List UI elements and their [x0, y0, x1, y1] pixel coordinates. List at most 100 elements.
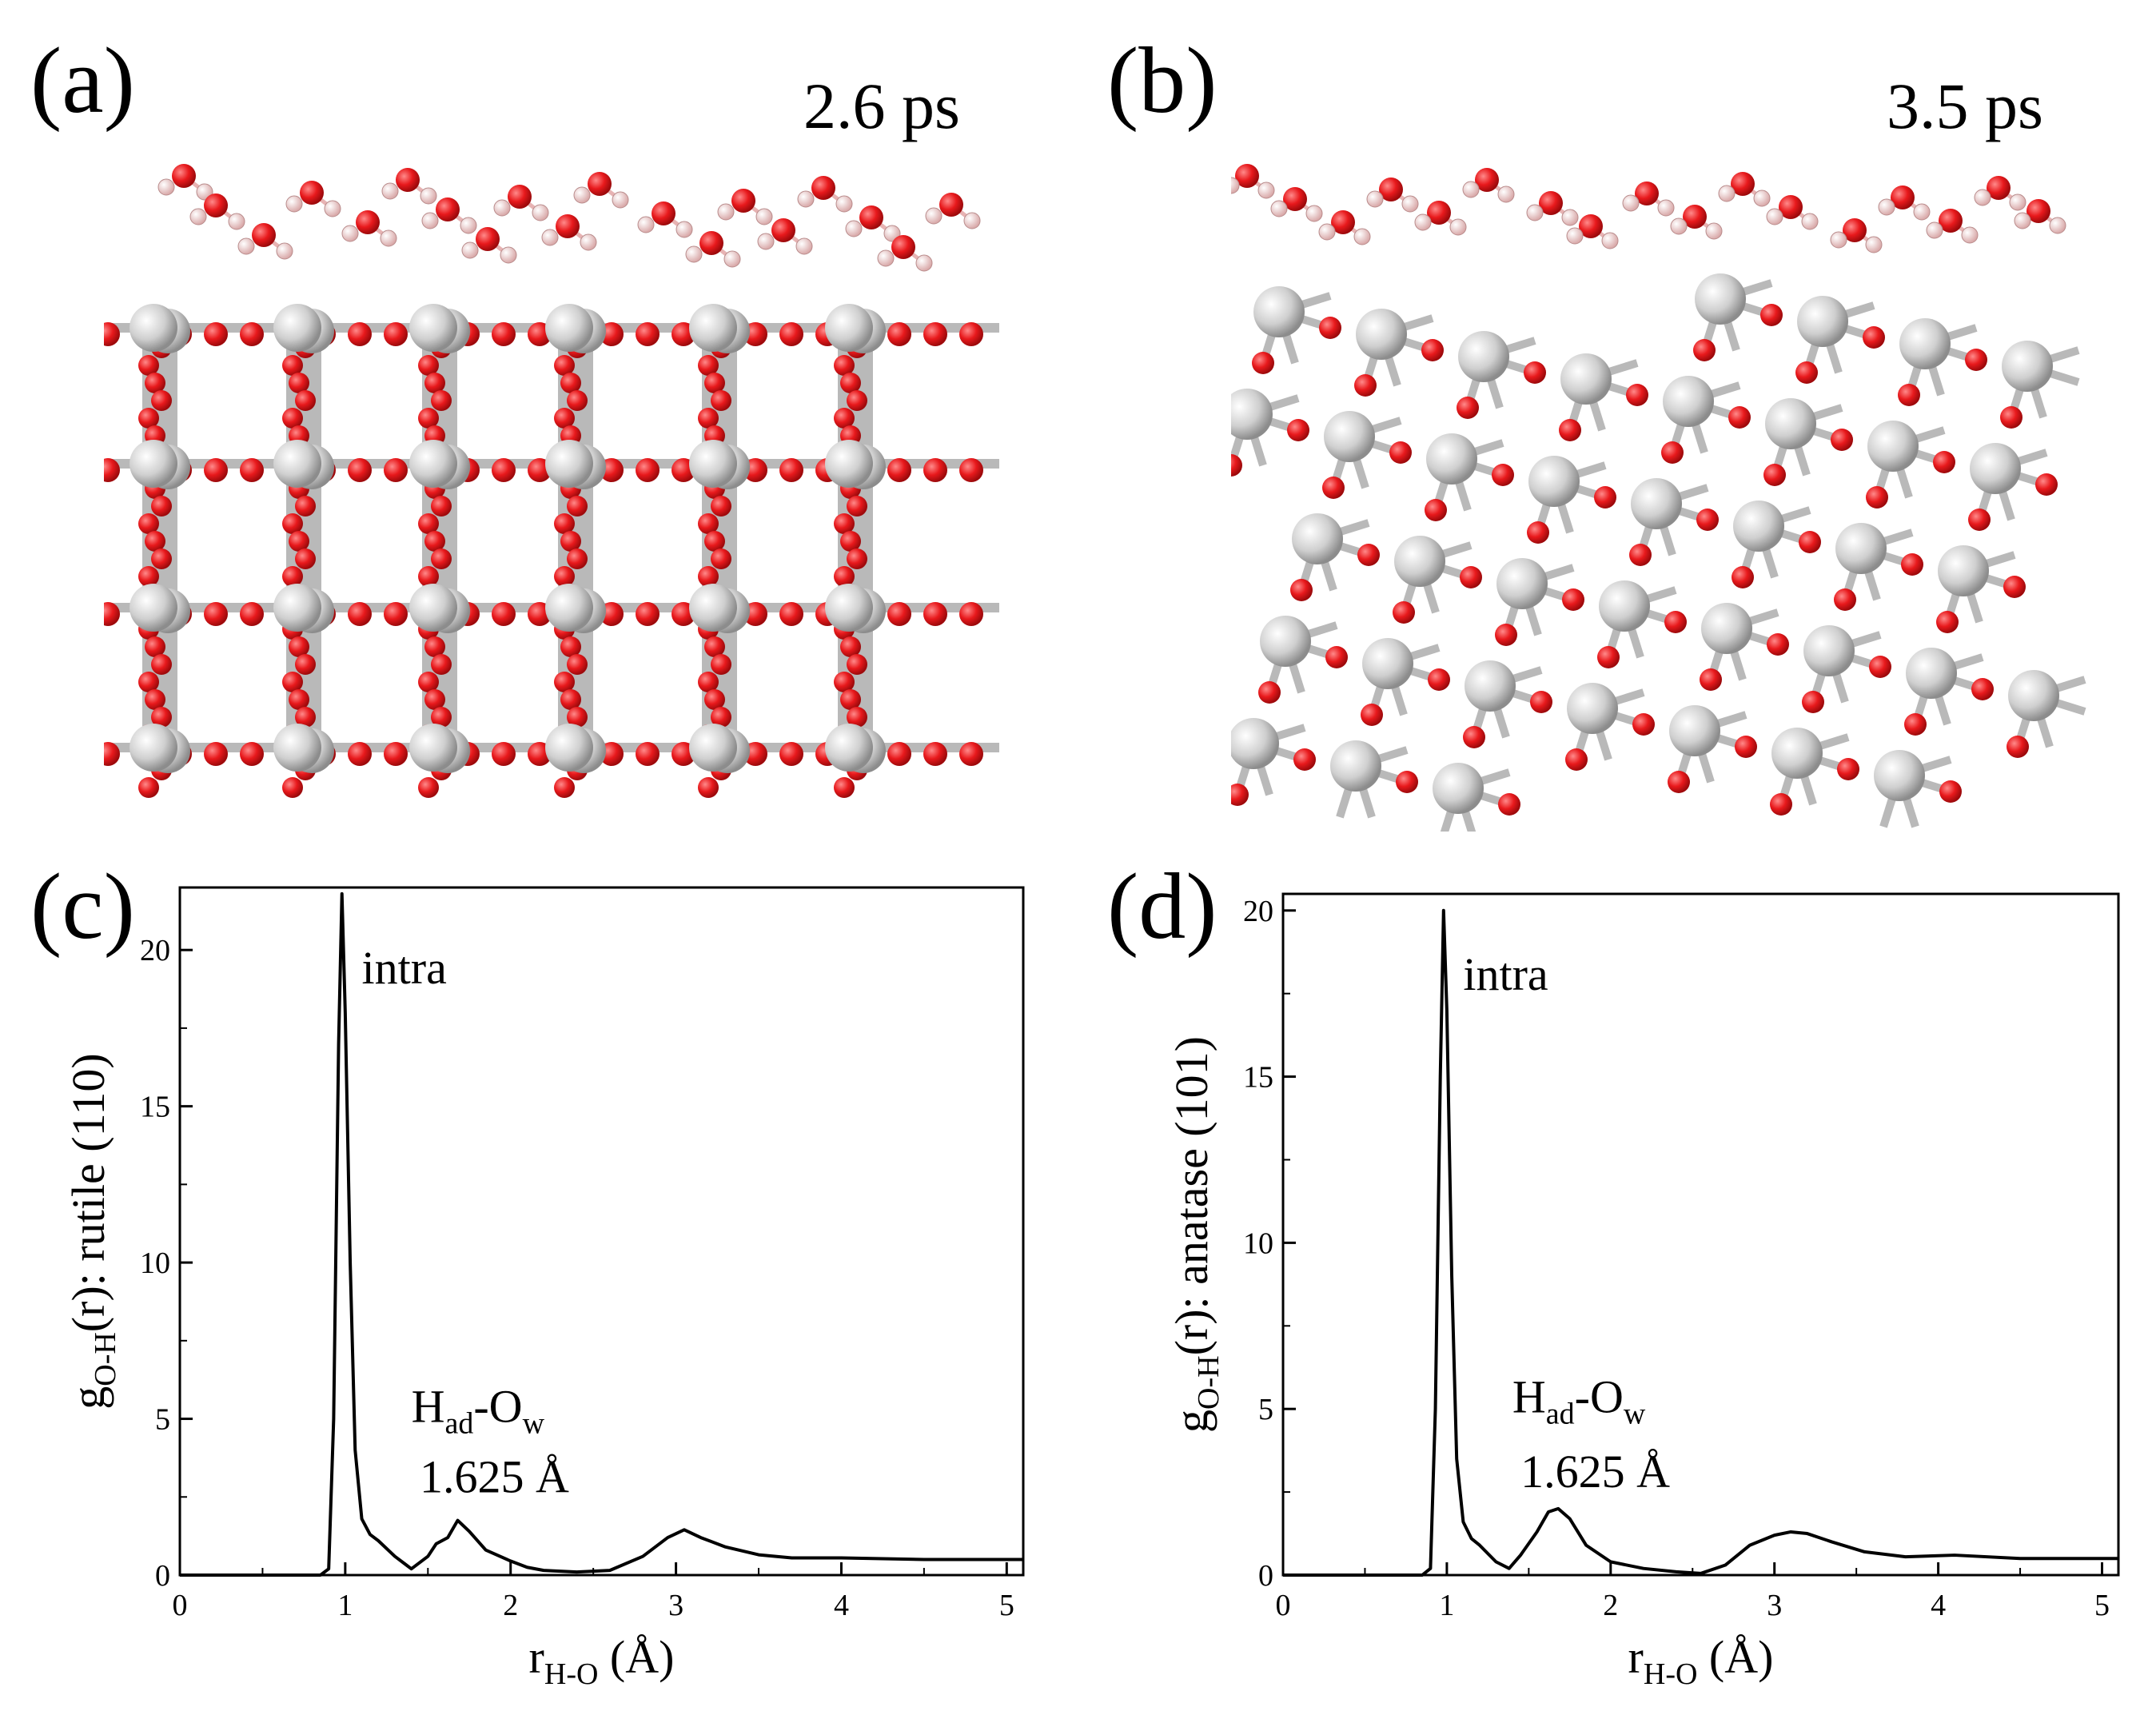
titanium-atom — [545, 304, 593, 352]
oxygen-atom — [138, 777, 159, 798]
oxygen-atom — [567, 707, 588, 728]
titanium-atom — [273, 584, 321, 632]
titanium-atom — [1803, 625, 1855, 676]
water-hydrogen — [380, 229, 397, 247]
oxygen-atom — [711, 496, 731, 517]
water-hydrogen — [717, 203, 735, 221]
titanium-atom — [409, 440, 457, 488]
oxygen-atom — [1863, 326, 1885, 349]
oxygen-atom — [636, 458, 660, 482]
water-oxygen — [939, 193, 963, 217]
oxygen-atom — [348, 602, 372, 626]
water-hydrogen — [421, 212, 439, 229]
titanium-atom — [1938, 545, 1989, 596]
oxygen-atom — [1524, 361, 1546, 384]
oxygen-atom — [834, 566, 855, 587]
oxygen-atom — [834, 408, 855, 429]
water-hydrogen — [637, 216, 655, 233]
oxygen-atom — [348, 742, 372, 766]
oxygen-atom — [698, 408, 719, 429]
titanium-atom — [1867, 421, 1919, 472]
titanium-atom — [545, 440, 593, 488]
oxygen-atom — [554, 355, 575, 376]
panel-d-y-tick-label: 20 — [1243, 895, 1273, 928]
water-oxygen — [396, 168, 420, 192]
titanium-atom — [273, 440, 321, 488]
oxygen-atom — [560, 373, 581, 393]
titanium-atom — [130, 440, 177, 488]
oxygen-atom — [923, 458, 947, 482]
oxygen-atom — [1322, 477, 1345, 499]
titanium-atom — [1669, 705, 1720, 756]
water-oxygen — [172, 164, 196, 188]
panel-d-x-tick-label: 3 — [1767, 1589, 1782, 1622]
oxygen-atom — [1901, 553, 1923, 576]
oxygen-atom — [240, 458, 264, 482]
oxygen-atom — [1933, 451, 1955, 473]
water-hydrogen — [1878, 198, 1895, 216]
water-oxygen — [1331, 210, 1355, 234]
water-hydrogen — [757, 233, 775, 250]
oxygen-atom — [1700, 668, 1722, 691]
titanium-atom — [825, 440, 873, 488]
oxygen-atom — [887, 742, 911, 766]
titanium-atom — [689, 584, 737, 632]
oxygen-atom — [1530, 691, 1552, 713]
oxygen-atom — [431, 548, 452, 569]
panel-d-x-tick-label: 5 — [2094, 1589, 2110, 1622]
panel-c-y-tick-label: 10 — [140, 1246, 170, 1280]
titanium-atom — [1356, 309, 1407, 360]
water-oxygen — [2026, 199, 2050, 223]
panel-c-x-axis-label: rH-O (Å) — [529, 1631, 675, 1691]
titanium-atom — [1362, 638, 1413, 689]
water-hydrogen — [1305, 205, 1323, 222]
titanium-atom — [1324, 411, 1375, 462]
water-hydrogen — [1705, 222, 1723, 240]
oxygen-atom — [1231, 454, 1242, 477]
oxygen-atom — [1661, 441, 1684, 464]
titanium-atom — [1765, 398, 1816, 449]
titanium-atom — [1771, 728, 1823, 779]
oxygen-atom — [834, 355, 855, 376]
titanium-atom — [1465, 660, 1516, 712]
water-hydrogen — [1414, 213, 1432, 231]
oxygen-atom — [560, 689, 581, 710]
oxygen-atom — [887, 458, 911, 482]
oxygen-atom — [1565, 748, 1588, 771]
titanium-atom — [409, 724, 457, 772]
oxygen-atom — [104, 458, 120, 482]
water-hydrogen — [341, 225, 359, 242]
oxygen-atom — [1664, 611, 1687, 633]
panel-d-x-tick-label: 1 — [1439, 1589, 1454, 1622]
oxygen-atom — [923, 602, 947, 626]
water-oxygen — [1683, 205, 1707, 229]
oxygen-atom — [1799, 531, 1821, 553]
oxygen-atom — [145, 689, 165, 710]
titanium-atom — [1231, 389, 1273, 440]
water-hydrogen — [1670, 217, 1688, 235]
oxygen-atom — [1939, 780, 1962, 803]
oxygen-atom — [711, 548, 731, 569]
titanium-atom — [1458, 331, 1509, 382]
oxygen-atom — [424, 689, 445, 710]
oxygen-atom — [1463, 726, 1485, 748]
oxygen-atom — [959, 458, 983, 482]
oxygen-atom — [698, 777, 719, 798]
oxygen-atom — [1732, 566, 1754, 588]
water-hydrogen — [573, 186, 591, 204]
panel-c-rdf-line — [180, 891, 1023, 1577]
oxygen-atom — [418, 513, 439, 534]
oxygen-atom — [2003, 576, 2026, 598]
titanium-atom — [1701, 603, 1752, 654]
water-hydrogen — [276, 242, 293, 260]
panel-a-time: 2.6 ps — [803, 70, 960, 142]
water-hydrogen — [755, 208, 773, 225]
oxygen-atom — [704, 373, 725, 393]
titanium-atom — [409, 584, 457, 632]
water-hydrogen — [1601, 232, 1619, 249]
oxygen-atom — [418, 566, 439, 587]
oxygen-atom — [1802, 691, 1824, 713]
water-oxygen — [771, 218, 795, 242]
water-hydrogen — [1257, 181, 1275, 199]
titanium-atom — [1797, 296, 1848, 347]
